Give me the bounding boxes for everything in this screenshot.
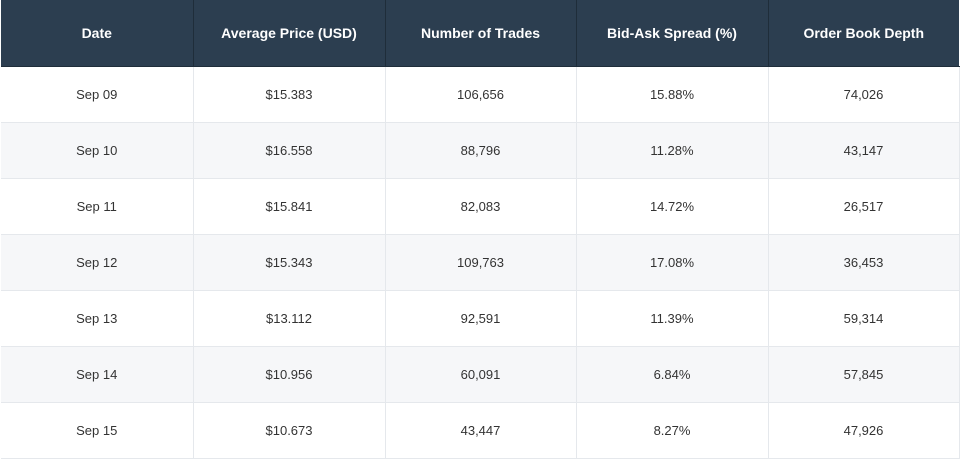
cell-order-book-depth: 59,314 [768, 290, 960, 347]
cell-number-of-trades: 106,656 [385, 66, 577, 123]
cell-average-price: $15.383 [193, 66, 386, 123]
header-number-of-trades: Number of Trades [385, 0, 577, 67]
cell-average-price: $15.841 [193, 178, 386, 235]
cell-number-of-trades: 82,083 [385, 178, 577, 235]
table-row: Sep 13 $13.112 92,591 11.39% 59,314 [1, 290, 960, 347]
table-row: Sep 11 $15.841 82,083 14.72% 26,517 [1, 178, 960, 235]
cell-average-price: $16.558 [193, 122, 386, 179]
cell-order-book-depth: 43,147 [768, 122, 960, 179]
cell-date: Sep 12 [1, 234, 194, 291]
cell-date: Sep 13 [1, 290, 194, 347]
cell-bid-ask-spread: 17.08% [576, 234, 769, 291]
cell-order-book-depth: 26,517 [768, 178, 960, 235]
cell-bid-ask-spread: 14.72% [576, 178, 769, 235]
table-row: Sep 10 $16.558 88,796 11.28% 43,147 [1, 122, 960, 179]
table-row: Sep 09 $15.383 106,656 15.88% 74,026 [1, 66, 960, 123]
header-row: Date Average Price (USD) Number of Trade… [1, 0, 959, 67]
table-header: Date Average Price (USD) Number of Trade… [1, 0, 959, 67]
cell-average-price: $13.112 [193, 290, 386, 347]
cell-date: Sep 15 [1, 402, 194, 459]
header-date: Date [1, 0, 194, 67]
table-row: Sep 15 $10.673 43,447 8.27% 47,926 [1, 402, 960, 459]
header-average-price: Average Price (USD) [193, 0, 386, 67]
cell-date: Sep 10 [1, 122, 194, 179]
cell-number-of-trades: 60,091 [385, 346, 577, 403]
cell-average-price: $10.956 [193, 346, 386, 403]
cell-date: Sep 09 [1, 66, 194, 123]
cell-date: Sep 11 [1, 178, 194, 235]
cell-bid-ask-spread: 8.27% [576, 402, 769, 459]
cell-number-of-trades: 92,591 [385, 290, 577, 347]
cell-date: Sep 14 [1, 346, 194, 403]
cell-average-price: $15.343 [193, 234, 386, 291]
header-order-book-depth: Order Book Depth [768, 0, 959, 67]
cell-number-of-trades: 43,447 [385, 402, 577, 459]
cell-order-book-depth: 47,926 [768, 402, 960, 459]
table-body: Sep 09 $15.383 106,656 15.88% 74,026 Sep… [1, 66, 960, 459]
cell-order-book-depth: 36,453 [768, 234, 960, 291]
header-bid-ask-spread: Bid-Ask Spread (%) [576, 0, 769, 67]
table-row: Sep 12 $15.343 109,763 17.08% 36,453 [1, 234, 960, 291]
cell-bid-ask-spread: 11.39% [576, 290, 769, 347]
cell-average-price: $10.673 [193, 402, 386, 459]
cell-bid-ask-spread: 15.88% [576, 66, 769, 123]
cell-bid-ask-spread: 11.28% [576, 122, 769, 179]
cell-number-of-trades: 88,796 [385, 122, 577, 179]
cell-number-of-trades: 109,763 [385, 234, 577, 291]
cell-order-book-depth: 74,026 [768, 66, 960, 123]
table-row: Sep 14 $10.956 60,091 6.84% 57,845 [1, 346, 960, 403]
cell-order-book-depth: 57,845 [768, 346, 960, 403]
cell-bid-ask-spread: 6.84% [576, 346, 769, 403]
